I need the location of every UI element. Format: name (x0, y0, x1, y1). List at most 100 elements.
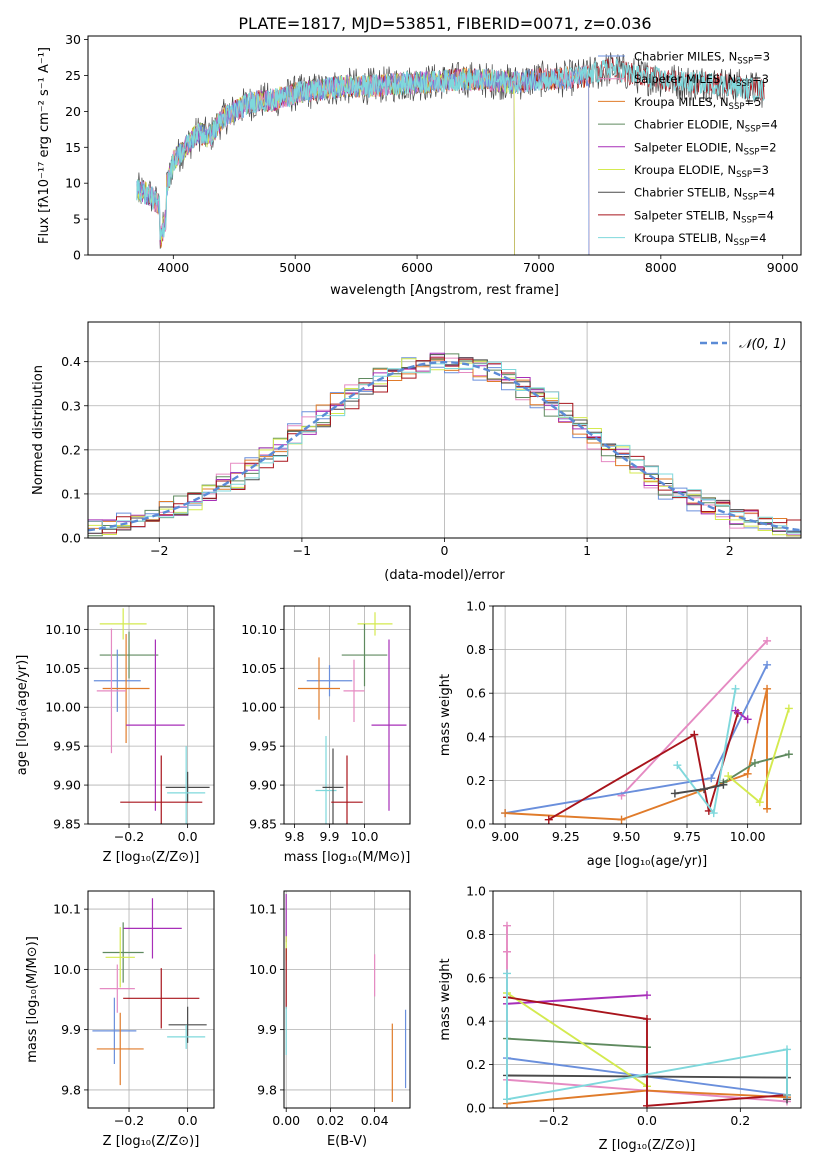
errorbar-point (105, 927, 135, 988)
x-axis-label: E(B-V) (327, 1134, 367, 1149)
y-tick-label: 0.1 (61, 486, 81, 501)
y-tick-label: 0.4 (466, 729, 486, 744)
weight-series (544, 708, 742, 824)
mass-vs-metallicity-panel: −0.2 0.0 9.8 9.9 10.0 10.1 Z [log₁₀(Z/Z⊙)] mass… (25, 890, 215, 1149)
x-tick-label: 0.2 (730, 1113, 750, 1128)
errorbar-point (120, 755, 203, 824)
weight-marker (750, 758, 759, 767)
errorbar-point (123, 898, 182, 959)
weight-marker (673, 761, 682, 770)
plot-area (503, 921, 791, 1108)
weight-marker (719, 780, 728, 789)
y-tick-label: 0.6 (466, 686, 486, 701)
x-tick-label: 9.25 (552, 829, 580, 844)
y-tick-label: 15 (65, 140, 81, 155)
weight-line (506, 994, 648, 1005)
errorbar-point (93, 649, 141, 712)
legend-entry: Kroupa MILES, NSSP=5 (634, 95, 761, 112)
y-tick-label: 5 (73, 212, 81, 227)
grid (284, 891, 410, 1108)
y-tick-label: 9.8 (257, 1082, 277, 1097)
x-tick-label: 10.0 (351, 829, 379, 844)
weight-line (506, 1037, 648, 1049)
spectrum-line (136, 68, 515, 255)
ticks: −0.2 0.0 9.8 9.9 10.0 10.1 (53, 902, 197, 1128)
weight-marker (743, 769, 752, 778)
y-tick-label: 9.90 (53, 778, 81, 793)
mass-vs-extinction-panel: 0.00 0.02 0.04 9.8 9.9 10.0 10.1 E(B-V) (249, 890, 411, 1149)
x-tick-label: 0.04 (361, 1113, 389, 1128)
y-tick-label: 9.85 (53, 817, 81, 832)
grid (88, 891, 214, 1108)
weight-marker (690, 730, 699, 739)
plot-area (298, 612, 407, 824)
x-tick-label: 9.75 (673, 829, 701, 844)
legend-entry: Chabrier MILES, NSSP=3 (634, 50, 770, 67)
x-tick-label: 9.9 (320, 829, 340, 844)
y-tick-label: 10.1 (53, 902, 81, 917)
errorbar-point (99, 631, 159, 679)
y-tick-label: 0.8 (466, 642, 486, 657)
y-tick-label: 0.2 (466, 1057, 486, 1072)
legend-entry: Chabrier STELIB, NSSP=4 (634, 186, 775, 203)
x-axis-label: mass [log₁₀(M/M⊙)] (284, 850, 411, 865)
weight-marker (783, 1090, 791, 1099)
y-tick-label: 9.90 (249, 778, 277, 793)
axes-frame (283, 890, 411, 1109)
weight-marker (731, 706, 740, 715)
errorbar-point (99, 608, 147, 640)
y-tick-label: 10.0 (53, 962, 81, 977)
legend: 𝒩(0, 1) (700, 337, 786, 352)
weight-marker (763, 660, 772, 669)
ticks: −0.2 0.0 0.2 0.0 0.2 0.4 0.6 0.8 1.0 (466, 884, 750, 1129)
weight-marker (699, 785, 708, 794)
ticks: −2 −1 0 1 2 0.0 0.1 0.2 0.3 0.4 (61, 354, 734, 558)
weight-marker (501, 809, 510, 818)
weight-series (724, 704, 793, 807)
y-tick-label: 9.95 (53, 739, 81, 754)
weight-line (548, 712, 739, 821)
grid (88, 606, 214, 825)
y-tick-label: 10 (65, 176, 81, 191)
spectrum-panel: 4000 5000 6000 7000 8000 9000 0 5 10 15 20 25 30 wave… (37, 32, 802, 298)
errorbar-point (341, 623, 388, 687)
weight-marker (503, 1095, 511, 1104)
y-tick-label: 10.10 (45, 622, 81, 637)
x-tick-label: 9.00 (491, 829, 519, 844)
axes-frame (87, 605, 215, 825)
weight-marker (643, 991, 651, 1000)
plot-area (285, 894, 407, 1102)
x-tick-label: 0.0 (178, 1113, 198, 1128)
errorbar-point (357, 612, 393, 636)
errorbar-point (102, 922, 144, 983)
weight-marker (544, 815, 553, 824)
weight-marker (784, 704, 793, 713)
x-tick-label: −0.2 (114, 829, 144, 844)
y-axis-label: mass weight (438, 958, 453, 1040)
spectrum-line (136, 68, 515, 255)
legend-entry: Salpeter STELIB, NSSP=4 (634, 208, 774, 225)
plot-area (136, 52, 765, 255)
axes-frame (87, 890, 215, 1109)
y-axis-label: mass [log₁₀(M/M⊙)] (25, 936, 40, 1063)
y-axis-label: Flux [fλ10⁻¹⁷ erg cm⁻² s⁻¹ A⁻¹] (37, 47, 52, 244)
weight-marker (503, 921, 511, 930)
weight-line (506, 992, 648, 1088)
errorbar-point (123, 968, 200, 1029)
weight-line (734, 709, 749, 721)
plot-area (92, 898, 207, 1086)
y-tick-label: 0 (73, 248, 81, 263)
y-axis-label: age [log₁₀(age/yr)] (15, 655, 30, 776)
y-tick-label: 0.2 (466, 773, 486, 788)
weight-series (731, 706, 752, 724)
ticks: 9.00 9.25 9.50 9.75 10.00 0.0 0.2 0.4 0.6 0.8 1.0 (466, 599, 765, 845)
axes-frame (87, 35, 802, 256)
errorbar-point (126, 639, 185, 811)
weight-marker (707, 774, 716, 783)
gaussian-curve (88, 360, 801, 532)
x-tick-label: 0.0 (178, 829, 198, 844)
legend-entry: Kroupa STELIB, NSSP=4 (634, 231, 766, 248)
weight-series (501, 684, 772, 824)
y-axis-label: Normed distribution (31, 365, 46, 495)
y-tick-label: 10.05 (45, 661, 81, 676)
